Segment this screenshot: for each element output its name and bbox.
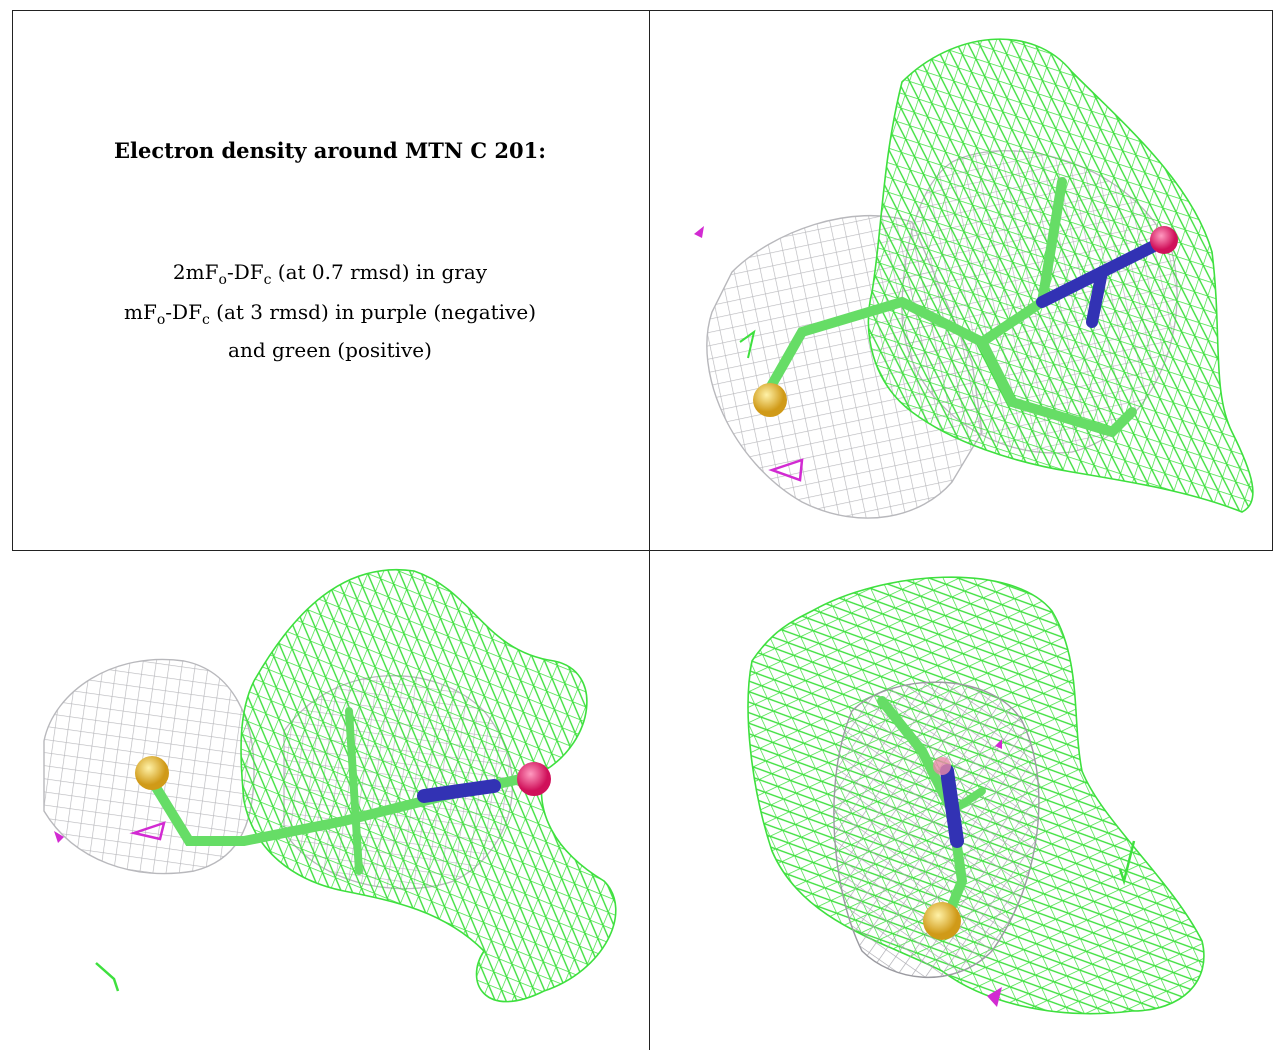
- table-right-border: [1272, 10, 1273, 550]
- caption-line-green: and green (positive): [228, 338, 432, 362]
- caption-line-mfo: mFo-DFc (at 3 rmsd) in purple (negative): [124, 300, 536, 328]
- density-mesh-view-icon: [747, 576, 1205, 1015]
- caption-cell: Electron density around MTN C 201: 2mFo-…: [20, 10, 640, 550]
- panel-view-2: [14, 551, 648, 1051]
- panel-view-1: [652, 12, 1272, 549]
- panel-view-3: [652, 551, 1272, 1051]
- table-top-border: [12, 10, 1273, 11]
- table-left-border: [12, 10, 13, 550]
- table-mid-border: [12, 550, 1273, 551]
- density-mesh-view-icon: [694, 38, 1254, 519]
- caption-line-2mfo: 2mFo-DFc (at 0.7 rmsd) in gray: [172, 260, 488, 288]
- caption-title: Electron density around MTN C 201:: [113, 138, 546, 163]
- density-mesh-view-icon: [43, 568, 617, 1003]
- table-center-divider: [649, 10, 650, 1050]
